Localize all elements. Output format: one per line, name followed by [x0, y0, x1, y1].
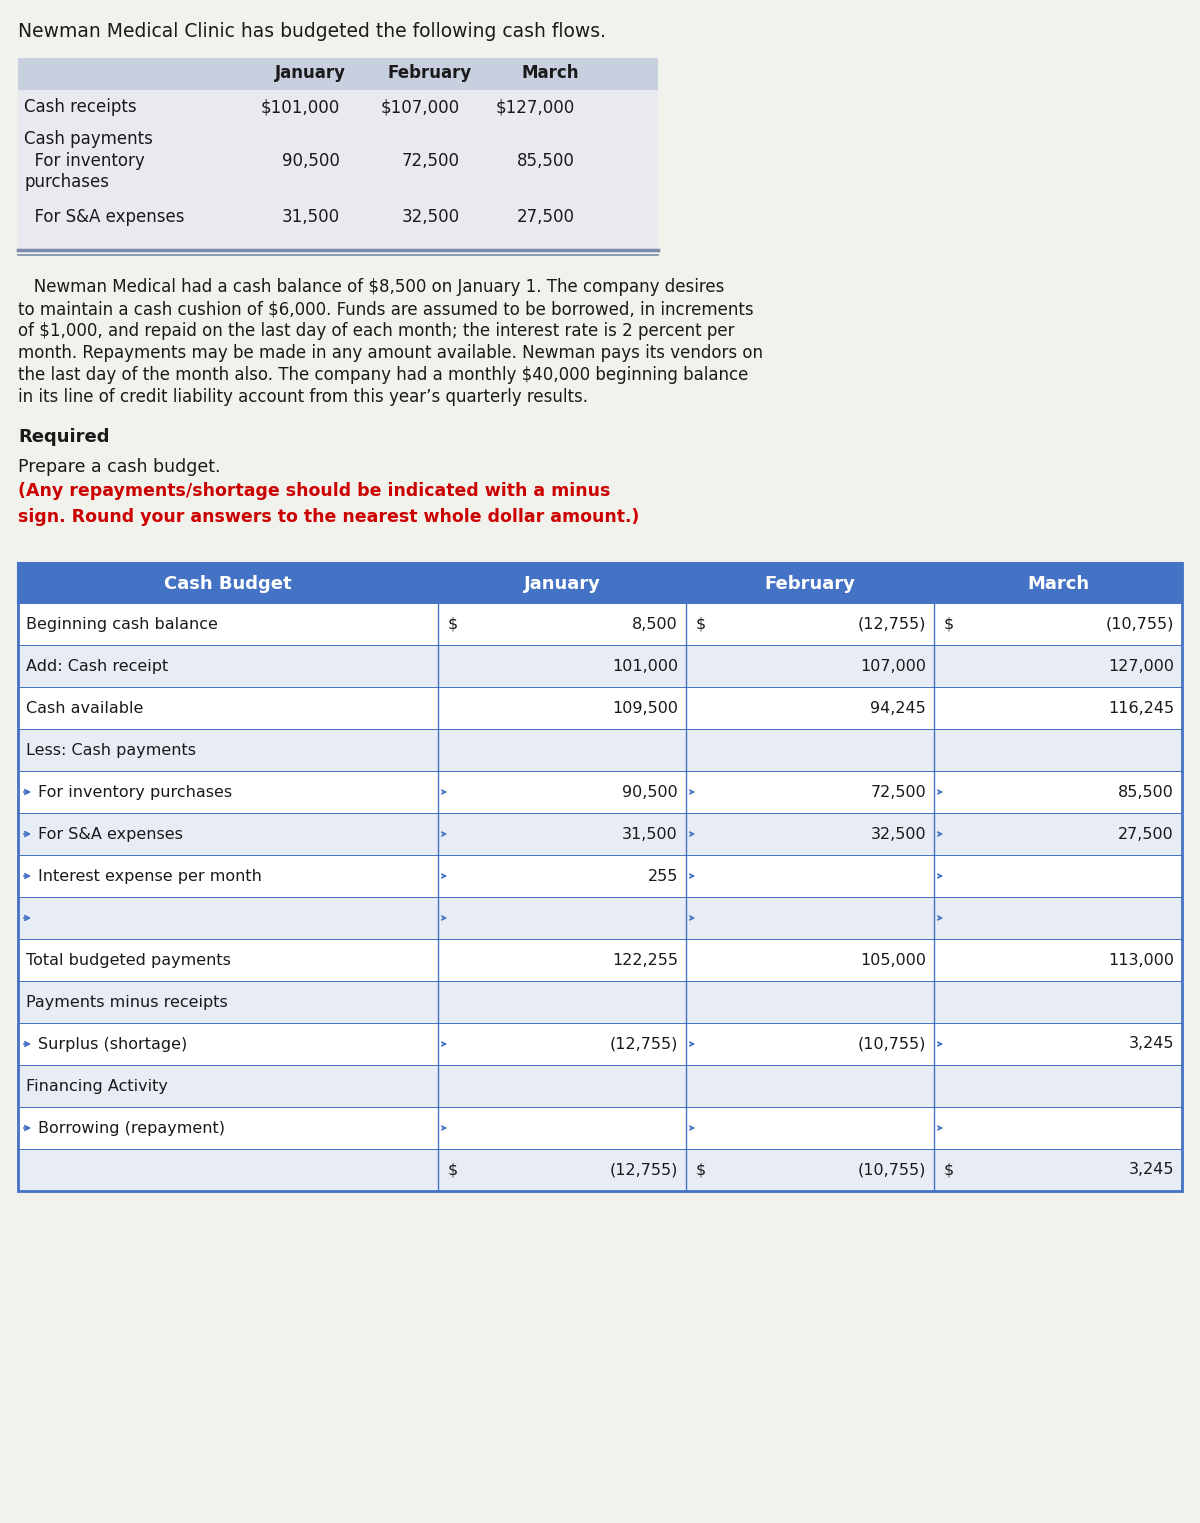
Text: 94,245: 94,245	[870, 701, 926, 716]
Text: in its line of credit liability account from this year’s quarterly results.: in its line of credit liability account …	[18, 388, 588, 407]
Text: 85,500: 85,500	[1118, 784, 1174, 800]
Text: month. Repayments may be made in any amount available. Newman pays its vendors o: month. Repayments may be made in any amo…	[18, 344, 763, 362]
Text: (10,755): (10,755)	[858, 1162, 926, 1177]
Text: $127,000: $127,000	[496, 97, 575, 116]
Text: 109,500: 109,500	[612, 701, 678, 716]
Bar	[18, 646, 1182, 687]
Text: 3,245: 3,245	[1128, 1162, 1174, 1177]
Text: For S&A expenses: For S&A expenses	[38, 827, 182, 842]
Text: sign. Round your answers to the nearest whole dollar amount.): sign. Round your answers to the nearest …	[18, 509, 640, 525]
Text: February: February	[764, 576, 856, 592]
Text: January: January	[275, 64, 346, 82]
Text: 255: 255	[648, 868, 678, 883]
Bar	[18, 90, 658, 250]
Text: Cash receipts: Cash receipts	[24, 97, 137, 116]
Text: Cash Budget: Cash Budget	[164, 576, 292, 592]
Text: Add: Cash receipt: Add: Cash receipt	[26, 658, 168, 673]
Text: 101,000: 101,000	[612, 658, 678, 673]
Text: Total budgeted payments: Total budgeted payments	[26, 952, 230, 967]
Text: $: $	[448, 617, 458, 632]
Text: (10,755): (10,755)	[858, 1037, 926, 1051]
Bar	[18, 603, 1182, 646]
Text: For inventory
purchases: For inventory purchases	[24, 152, 145, 190]
Text: 32,500: 32,500	[402, 209, 460, 225]
Text: Interest expense per month: Interest expense per month	[38, 868, 262, 883]
Text: of $1,000, and repaid on the last day of each month; the interest rate is 2 perc: of $1,000, and repaid on the last day of…	[18, 321, 734, 340]
Text: Surplus (shortage): Surplus (shortage)	[38, 1037, 187, 1051]
Text: $: $	[696, 617, 707, 632]
Bar	[18, 687, 1182, 730]
Text: $: $	[448, 1162, 458, 1177]
Text: $107,000: $107,000	[380, 97, 460, 116]
Text: March: March	[521, 64, 578, 82]
Text: 27,500: 27,500	[1118, 827, 1174, 842]
Text: Borrowing (repayment): Borrowing (repayment)	[38, 1121, 226, 1136]
Text: Cash payments: Cash payments	[24, 129, 152, 148]
Text: Required: Required	[18, 428, 109, 446]
Bar	[18, 940, 1182, 981]
Bar	[18, 771, 1182, 813]
Text: Beginning cash balance: Beginning cash balance	[26, 617, 218, 632]
Bar	[18, 897, 1182, 940]
Bar	[18, 1107, 1182, 1148]
Text: $101,000: $101,000	[260, 97, 340, 116]
Text: For inventory purchases: For inventory purchases	[38, 784, 232, 800]
Bar	[18, 981, 1182, 1023]
Text: the last day of the month also. The company had a monthly $40,000 beginning bala: the last day of the month also. The comp…	[18, 366, 749, 384]
Text: to maintain a cash cushion of $6,000. Funds are assumed to be borrowed, in incre: to maintain a cash cushion of $6,000. Fu…	[18, 300, 754, 318]
Text: (12,755): (12,755)	[858, 617, 926, 632]
Text: March: March	[1027, 576, 1090, 592]
Text: $: $	[696, 1162, 707, 1177]
Text: Newman Medical Clinic has budgeted the following cash flows.: Newman Medical Clinic has budgeted the f…	[18, 21, 606, 41]
Text: For S&A expenses: For S&A expenses	[24, 209, 185, 225]
Text: (12,755): (12,755)	[610, 1037, 678, 1051]
Text: 27,500: 27,500	[517, 209, 575, 225]
Text: (Any repayments/shortage should be indicated with a minus: (Any repayments/shortage should be indic…	[18, 481, 611, 500]
Text: 90,500: 90,500	[282, 152, 340, 171]
Text: 32,500: 32,500	[870, 827, 926, 842]
Bar	[18, 564, 1182, 603]
Text: Payments minus receipts: Payments minus receipts	[26, 995, 228, 1010]
Text: February: February	[388, 64, 472, 82]
Text: Less: Cash payments: Less: Cash payments	[26, 743, 196, 757]
Bar	[18, 58, 658, 90]
Text: Financing Activity: Financing Activity	[26, 1078, 168, 1094]
Text: (10,755): (10,755)	[1105, 617, 1174, 632]
Text: 122,255: 122,255	[612, 952, 678, 967]
Text: 107,000: 107,000	[860, 658, 926, 673]
Bar	[18, 1023, 1182, 1065]
Text: 116,245: 116,245	[1108, 701, 1174, 716]
Text: $: $	[944, 617, 954, 632]
Text: January: January	[523, 576, 600, 592]
Text: (12,755): (12,755)	[610, 1162, 678, 1177]
Text: 72,500: 72,500	[870, 784, 926, 800]
Text: 8,500: 8,500	[632, 617, 678, 632]
Text: 90,500: 90,500	[623, 784, 678, 800]
Text: 72,500: 72,500	[402, 152, 460, 171]
Text: 85,500: 85,500	[517, 152, 575, 171]
Bar	[18, 564, 1182, 1191]
Bar	[18, 1148, 1182, 1191]
Text: 3,245: 3,245	[1128, 1037, 1174, 1051]
Text: 105,000: 105,000	[860, 952, 926, 967]
Text: 31,500: 31,500	[623, 827, 678, 842]
Bar	[18, 1065, 1182, 1107]
Text: Cash available: Cash available	[26, 701, 143, 716]
Bar	[18, 730, 1182, 771]
Text: 127,000: 127,000	[1108, 658, 1174, 673]
Text: Prepare a cash budget.: Prepare a cash budget.	[18, 458, 226, 477]
Text: 113,000: 113,000	[1108, 952, 1174, 967]
Text: Newman Medical had a cash balance of $8,500 on January 1. The company desires: Newman Medical had a cash balance of $8,…	[18, 279, 725, 295]
Text: $: $	[944, 1162, 954, 1177]
Bar	[18, 813, 1182, 854]
Text: 31,500: 31,500	[282, 209, 340, 225]
Bar	[18, 854, 1182, 897]
